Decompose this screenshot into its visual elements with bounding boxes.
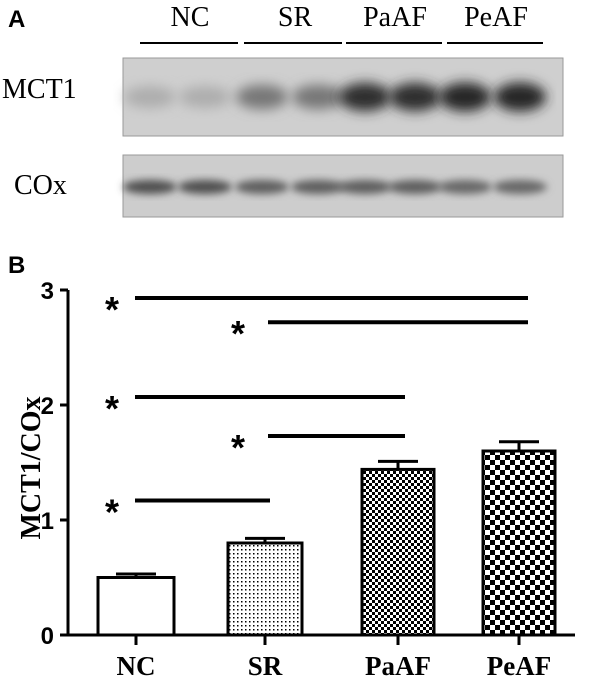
cox-band [438, 180, 492, 194]
x-tick-label: PeAF [487, 651, 551, 678]
cox-band [388, 180, 442, 194]
band-label-cox: COx [14, 170, 67, 201]
x-tick-label: SR [248, 651, 283, 678]
significance-star: * [105, 388, 119, 429]
bar-nc [96, 576, 176, 637]
lane-line-sr [244, 42, 342, 44]
y-tick-label: 2 [41, 393, 54, 420]
significance-star: * [105, 289, 119, 330]
mct1-band [124, 86, 176, 108]
lane-label-paaf: PaAF [363, 2, 427, 33]
mct1-band [389, 82, 441, 112]
mct1-band [339, 82, 391, 112]
significance-star: * [231, 427, 245, 468]
x-tick-label: NC [117, 651, 156, 678]
bar-peaf [481, 449, 557, 637]
significance-star: * [105, 491, 119, 532]
band-label-mct1: MCT1 [2, 74, 77, 105]
y-axis-label: MCT1/COx [16, 396, 47, 539]
lane-line-paaf [346, 42, 442, 44]
lane-label-nc: NC [170, 2, 210, 33]
bar-sr [226, 541, 304, 637]
cox-band [123, 180, 177, 194]
mct1-band [292, 84, 344, 110]
panel-b-label: B [8, 252, 26, 279]
bar-paaf [360, 467, 436, 637]
mct1-band [439, 82, 491, 112]
x-tick-label: PaAF [365, 651, 431, 678]
lane-line-peaf [447, 42, 543, 44]
cox-band [291, 180, 345, 194]
significance-star: * [231, 313, 245, 354]
mct1-blot [122, 57, 564, 218]
lane-label-sr: SR [277, 2, 313, 33]
y-tick-label: 1 [41, 508, 54, 535]
cox-band [493, 180, 547, 194]
cox-band [338, 180, 392, 194]
mct1-band [236, 84, 288, 110]
y-tick-label: 0 [41, 623, 54, 650]
lane-line-nc [140, 42, 238, 44]
lane-label-peaf: PeAF [464, 2, 528, 33]
y-tick-label: 3 [41, 278, 54, 305]
mct1-band [494, 82, 546, 112]
cox-band [235, 180, 289, 194]
panel-a-label: A [8, 6, 26, 33]
mct1-band [179, 86, 231, 108]
cox-band [178, 180, 232, 194]
